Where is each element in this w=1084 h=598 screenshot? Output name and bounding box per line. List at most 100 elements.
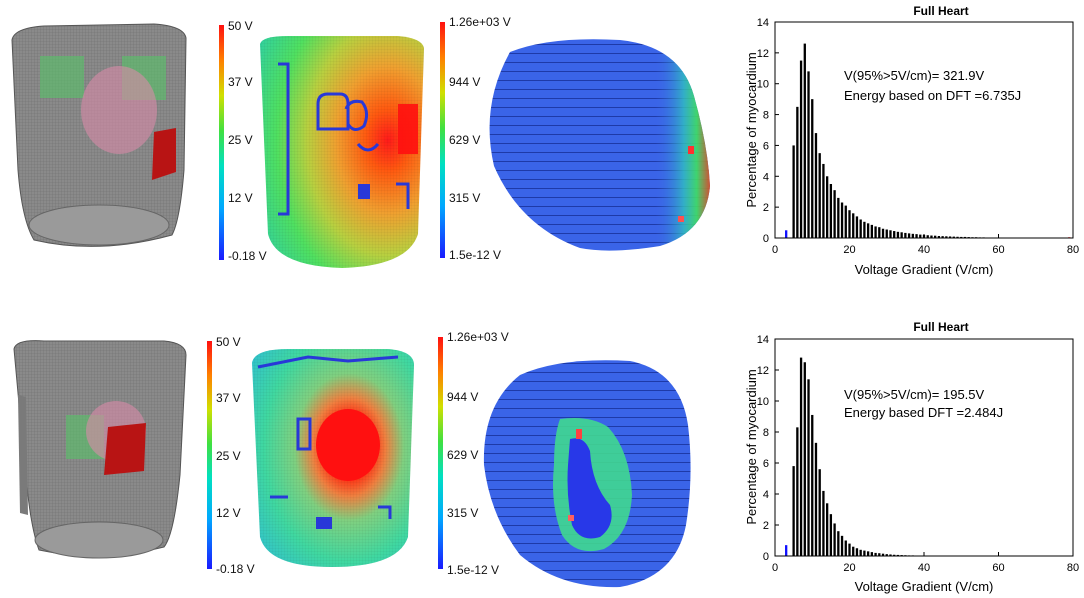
histogram-bar (889, 554, 892, 556)
potential-colorbar (207, 341, 212, 569)
histogram-bars (785, 357, 955, 556)
histogram-bar (814, 442, 818, 556)
histogram-bar (870, 224, 874, 238)
potential-colorbar-tick: -0.18 V (216, 562, 255, 576)
y-axis-ticks: 0 2 4 6 8 10 12 14 (757, 17, 779, 245)
gradient-colorbar (438, 337, 443, 569)
y-tick-label: 4 (763, 489, 769, 501)
x-tick-label: 60 (992, 562, 1004, 574)
histogram-bar (785, 230, 788, 238)
histogram-bar (807, 379, 810, 556)
histogram-bar (960, 236, 963, 238)
histogram-bar (825, 176, 829, 238)
histogram-bar (952, 236, 955, 238)
histogram-bar (855, 548, 859, 556)
histogram-bar (904, 232, 907, 238)
histogram-bar (896, 554, 900, 556)
histogram-bar (907, 233, 911, 238)
annotation-voltage: V(95%>5V/cm)= 195.5V (844, 387, 985, 402)
heart-gradient-map (489, 39, 710, 251)
gradient-colorbar-tick: 1.26e+03 V (449, 15, 511, 29)
gradient-colorbar-tick: 315 V (449, 191, 481, 205)
figure-row-bottom: 50 V 37 V 25 V 12 V -0.18 V 1.26 (0, 299, 1084, 598)
x-tick-label: 60 (992, 244, 1004, 256)
histogram-bar (874, 226, 877, 238)
y-axis-ticks: 0 2 4 6 8 10 12 14 (757, 334, 779, 563)
histogram-bar (840, 202, 844, 238)
histogram-bar (881, 553, 885, 556)
x-tick-label: 40 (918, 244, 930, 256)
histogram-bar (803, 43, 806, 238)
histogram-bar (919, 234, 922, 238)
histogram-bar (863, 221, 866, 238)
histogram-bar (945, 236, 948, 238)
potential-colorbar-tick: 25 V (216, 449, 241, 463)
y-tick-label: 12 (757, 48, 769, 60)
histogram-bar (852, 546, 855, 556)
y-tick-label: 10 (757, 79, 769, 91)
gradient-colorbar-tick: 315 V (447, 506, 479, 520)
histogram-bar (885, 554, 888, 556)
histogram-bar (866, 551, 870, 556)
x-tick-label: 20 (843, 562, 855, 574)
histogram-bar (874, 552, 877, 556)
histogram-bar (866, 223, 870, 238)
histogram-bar (941, 236, 944, 238)
potential-colorbar-tick: 50 V (216, 335, 241, 349)
histogram-bar (840, 535, 844, 556)
histogram-bar (796, 427, 799, 556)
histogram-bar (934, 235, 937, 238)
x-axis-ticks: 0 20 40 60 80 (772, 552, 1079, 574)
y-tick-label: 8 (763, 427, 769, 439)
gradient-colorbar (440, 22, 445, 258)
histogram-bar (896, 231, 900, 238)
figure-row-top: 50 V 37 V 25 V 12 V -0.18 V (11, 4, 1079, 277)
x-tick-label: 80 (1067, 562, 1079, 574)
potential-colorbar-tick: 37 V (228, 75, 253, 89)
x-tick-label: 80 (1067, 244, 1079, 256)
histogram-bar (818, 153, 821, 238)
potential-colorbar-tick: 25 V (228, 133, 253, 147)
histogram-bar (893, 231, 896, 238)
potential-colorbar-tick: -0.18 V (228, 249, 267, 263)
torso-potential-map (252, 349, 414, 567)
histogram-bar (889, 230, 892, 238)
y-tick-label: 2 (763, 202, 769, 214)
histogram-bar (822, 490, 825, 556)
x-axis-ticks: 0 20 40 60 80 (772, 234, 1079, 256)
histogram-bar (829, 184, 833, 238)
histogram-bar (833, 523, 836, 556)
histogram-bar (859, 549, 862, 556)
torso-potential-map (260, 36, 424, 268)
y-tick-label: 4 (763, 171, 769, 183)
histogram-bar (863, 550, 866, 556)
histogram-bar (799, 357, 803, 556)
histogram-bar (878, 553, 881, 556)
gradient-colorbar-tick: 629 V (449, 133, 481, 147)
histogram-bar (948, 236, 952, 238)
annotation-voltage: V(95%>5V/cm)= 321.9V (844, 68, 985, 83)
histogram-bar (881, 228, 885, 238)
y-tick-label: 2 (763, 520, 769, 532)
histogram-bar (848, 210, 851, 238)
histogram-bar (893, 554, 896, 556)
histogram-bar (878, 227, 881, 238)
histogram-bar (855, 216, 859, 238)
histogram-bar (792, 466, 795, 556)
heart-gradient-map (483, 360, 691, 588)
histogram-bar (848, 543, 851, 556)
histogram-bar (930, 235, 933, 238)
histogram-bar (844, 205, 847, 238)
y-axis-label: Percentage of myocardium (744, 369, 759, 524)
chart-title: Full Heart (913, 4, 968, 18)
torso-model-image (11, 23, 187, 247)
x-tick-label: 40 (918, 562, 930, 574)
y-tick-label: 0 (763, 551, 769, 563)
y-tick-label: 6 (763, 458, 769, 470)
histogram-bar (900, 232, 903, 238)
y-tick-label: 0 (763, 233, 769, 245)
x-tick-label: 0 (772, 244, 778, 256)
histogram-bar (937, 235, 941, 238)
histogram-bar (829, 514, 833, 556)
histogram-bar (822, 163, 825, 238)
